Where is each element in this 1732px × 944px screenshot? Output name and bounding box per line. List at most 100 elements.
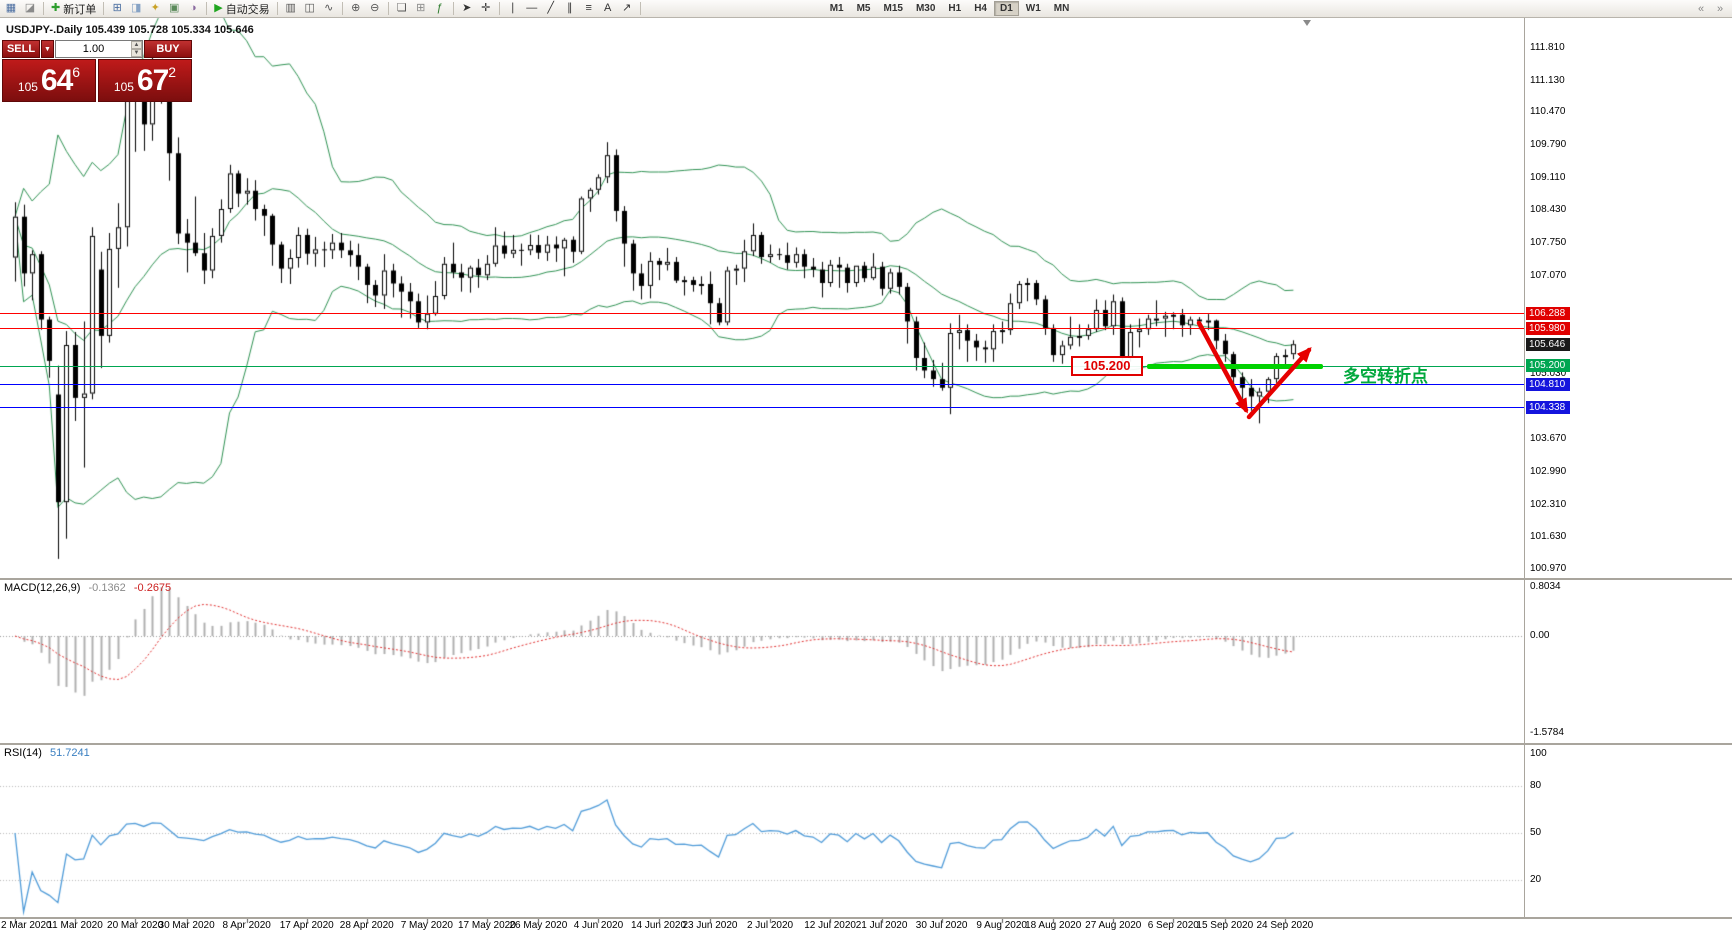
date-axis-label: 14 Jun 2020 xyxy=(630,920,687,931)
strategy-tester-icon: ◑ xyxy=(189,2,197,14)
navigator-button[interactable]: ✦ xyxy=(146,1,164,17)
vertical-line-icon: ∣ xyxy=(509,2,516,14)
date-axis-label: 4 Jun 2020 xyxy=(573,920,624,931)
macd-signal-value: -0.2675 xyxy=(133,582,172,594)
terminal-button[interactable]: ▣ xyxy=(165,1,183,17)
sell-options-dropdown[interactable]: ▼ xyxy=(41,40,54,58)
price-tag: 104.338 xyxy=(1526,401,1570,414)
arrows-button[interactable]: ↗ xyxy=(618,1,636,17)
price-tag: 105.646 xyxy=(1526,338,1570,351)
date-axis-label: 21 Jul 2020 xyxy=(855,920,908,931)
candlestick-chart-button[interactable]: ◫ xyxy=(301,1,319,17)
text-label-button[interactable]: A xyxy=(599,1,617,17)
horizontal-level-line[interactable] xyxy=(0,313,1524,314)
support-highlight-segment[interactable] xyxy=(1147,364,1323,369)
crosshair-button[interactable]: ✛ xyxy=(477,1,495,17)
macd-axis-label: 0.8034 xyxy=(1530,580,1561,592)
price-tag: 106.288 xyxy=(1526,307,1570,320)
volume-increase-button[interactable]: ▲ xyxy=(131,41,142,49)
grid-icon: ⊞ xyxy=(416,2,426,14)
data-window-button[interactable]: ◨ xyxy=(127,1,145,17)
autotrading-button[interactable]: ▶ 自动交易 xyxy=(211,1,272,17)
timeframe-h1-button[interactable]: H1 xyxy=(942,1,967,16)
macd-axis-label: -1.5784 xyxy=(1530,726,1564,738)
date-axis-label: 30 Jul 2020 xyxy=(915,920,968,931)
toolbar-separator xyxy=(452,2,454,15)
timeframe-m30-button[interactable]: M30 xyxy=(910,1,941,16)
sell-price-display[interactable]: 105 64 6 xyxy=(2,59,96,102)
buy-button[interactable]: BUY xyxy=(144,40,192,58)
indicators-button[interactable]: ƒ xyxy=(431,1,449,17)
sell-price-point: 6 xyxy=(72,64,81,80)
horizontal-level-line[interactable] xyxy=(0,366,1524,367)
vertical-line-button[interactable]: ∣ xyxy=(504,1,522,17)
new-chart-button[interactable]: ▦ xyxy=(2,1,20,17)
bar-chart-button[interactable]: ▥ xyxy=(282,1,300,17)
volume-input[interactable] xyxy=(56,41,131,57)
auto-arrange-icon: ❏ xyxy=(396,2,407,14)
toolbar-separator xyxy=(206,2,208,15)
toolbar-right-group: «» xyxy=(1692,1,1729,17)
panel-divider[interactable] xyxy=(0,917,1732,919)
autotrading-label: 自动交易 xyxy=(225,3,270,16)
price-level-label[interactable]: 105.200 xyxy=(1071,356,1143,376)
timeframe-m15-button[interactable]: M15 xyxy=(878,1,909,16)
price-axis-label: 109.790 xyxy=(1530,139,1567,151)
panel-divider[interactable] xyxy=(0,743,1732,745)
timeframe-w1-button[interactable]: W1 xyxy=(1020,1,1047,16)
channel-button[interactable]: ∥ xyxy=(561,1,579,17)
horizontal-level-line[interactable] xyxy=(0,407,1524,408)
horizontal-level-line[interactable] xyxy=(0,328,1524,329)
timeframe-mn-button[interactable]: MN xyxy=(1048,1,1076,16)
auto-scroll-button[interactable]: « xyxy=(1692,1,1710,17)
toolbar-separator xyxy=(498,2,500,15)
grid-button[interactable]: ⊞ xyxy=(412,1,430,17)
price-axis-label: 102.990 xyxy=(1530,465,1567,477)
date-axis-label: 18 Aug 2020 xyxy=(1025,920,1082,931)
toolbar-separator xyxy=(387,2,389,15)
rsi-name: RSI(14) xyxy=(4,747,42,759)
panel-divider[interactable] xyxy=(0,578,1732,580)
new-order-icon: ✚ xyxy=(51,2,61,14)
buy-price-display[interactable]: 105 67 2 xyxy=(98,59,192,102)
line-chart-button[interactable]: ∿ xyxy=(320,1,338,17)
macd-main-value: -0.1362 xyxy=(88,582,126,594)
rsi-axis-label: 80 xyxy=(1530,779,1542,791)
volume-decrease-button[interactable]: ▼ xyxy=(131,49,142,57)
timeframe-d1-button[interactable]: D1 xyxy=(994,1,1019,16)
zoom-in-button[interactable]: ⊕ xyxy=(347,1,365,17)
price-axis-label: 107.070 xyxy=(1530,269,1567,281)
cursor-button[interactable]: ➤ xyxy=(458,1,476,17)
rsi-indicator-label: RSI(14) 51.7241 xyxy=(4,747,90,759)
price-axis-label: 111.130 xyxy=(1530,74,1565,86)
sell-button[interactable]: SELL xyxy=(2,40,40,58)
timeframe-toolbar: M1 M5 M15 M30 H1 H4 D1 W1 MN xyxy=(824,1,1076,16)
price-axis-label: 108.430 xyxy=(1530,204,1567,216)
chart-shift-icon: » xyxy=(1716,2,1724,15)
indicators-icon: ƒ xyxy=(436,2,443,14)
market-watch-button[interactable]: ⊞ xyxy=(108,1,126,17)
timeframe-m1-button[interactable]: M1 xyxy=(824,1,850,16)
timeframe-h4-button[interactable]: H4 xyxy=(968,1,993,16)
toolbar-spacer xyxy=(644,8,824,9)
strategy-tester-button[interactable]: ◑ xyxy=(184,1,202,17)
new-order-button[interactable]: ✚ 新订单 xyxy=(48,1,99,17)
market-watch-icon: ⊞ xyxy=(112,2,122,14)
auto-arrange-button[interactable]: ❏ xyxy=(393,1,411,17)
fibonacci-button[interactable]: ≡ xyxy=(580,1,598,17)
price-axis-label: 103.670 xyxy=(1530,433,1567,445)
profiles-button[interactable]: ◪ xyxy=(21,1,39,17)
horizontal-line-button[interactable]: ― xyxy=(523,1,541,17)
turning-point-text[interactable]: 多空转折点 xyxy=(1343,367,1428,386)
date-axis-label: 2 Mar 2020 xyxy=(1,920,52,931)
trendline-button[interactable]: ╱ xyxy=(542,1,560,17)
timeframe-m5-button[interactable]: M5 xyxy=(851,1,877,16)
toolbar-separator xyxy=(341,2,343,15)
zoom-out-button[interactable]: ⊖ xyxy=(366,1,384,17)
rsi-axis-label: 50 xyxy=(1530,827,1542,838)
horizontal-level-line[interactable] xyxy=(0,384,1524,385)
chart-shift-marker[interactable] xyxy=(1303,20,1311,26)
chart-shift-button[interactable]: » xyxy=(1711,1,1729,17)
date-axis-label: 7 May 2020 xyxy=(400,920,453,931)
